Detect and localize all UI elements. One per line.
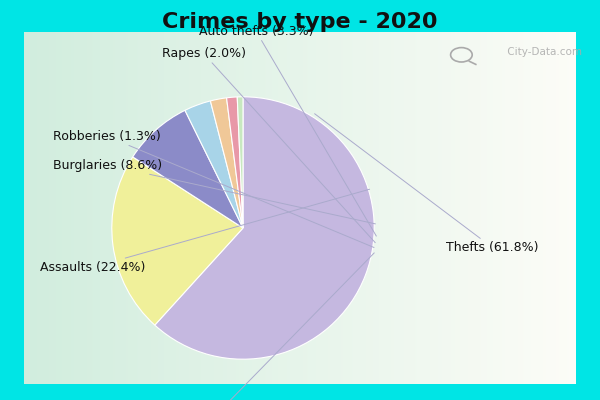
Wedge shape (155, 97, 374, 359)
Wedge shape (185, 101, 243, 228)
Text: Auto thefts (3.3%): Auto thefts (3.3%) (199, 25, 376, 236)
Text: Robberies (1.3%): Robberies (1.3%) (53, 130, 374, 248)
Text: Arson (0.7%): Arson (0.7%) (170, 253, 374, 400)
Text: Burglaries (8.6%): Burglaries (8.6%) (53, 158, 376, 224)
Wedge shape (227, 97, 243, 228)
Wedge shape (237, 97, 243, 228)
Text: Assaults (22.4%): Assaults (22.4%) (40, 189, 370, 274)
Wedge shape (133, 110, 243, 228)
Text: City-Data.com: City-Data.com (504, 47, 582, 57)
Wedge shape (211, 98, 243, 228)
Text: Crimes by type - 2020: Crimes by type - 2020 (162, 12, 438, 32)
Text: Rapes (2.0%): Rapes (2.0%) (161, 47, 375, 243)
Wedge shape (112, 157, 243, 325)
Text: Thefts (61.8%): Thefts (61.8%) (314, 114, 539, 254)
